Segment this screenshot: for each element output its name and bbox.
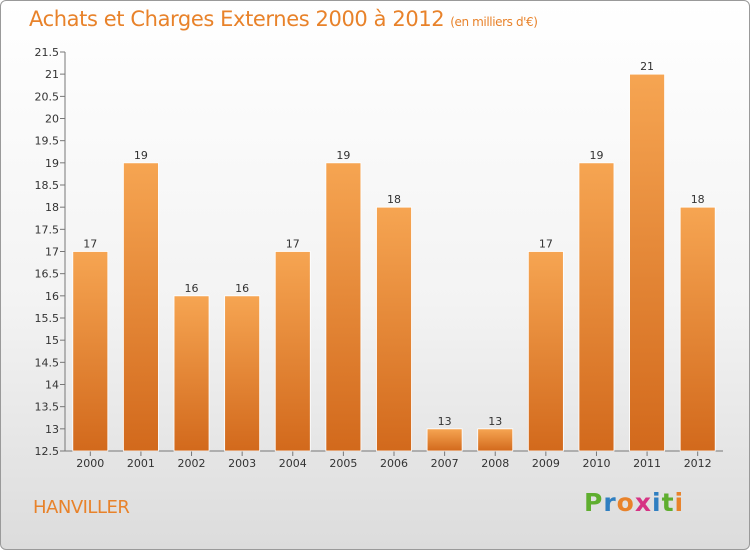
x-tick-label: 2002	[178, 457, 206, 470]
chart-axes: 12.5 13 13.5 14 14.5 15 15.5 16 16.5 17 17.5 18 18.5…	[35, 46, 723, 458]
y-tick-label: 18.5	[35, 179, 60, 192]
x-tick-label: 2005	[329, 457, 357, 470]
y-tick-label: 14	[45, 379, 59, 392]
proxiti-logo: Proxiti	[584, 488, 684, 517]
bar-value-label: 17	[83, 238, 97, 251]
logo-letter: o	[616, 488, 635, 517]
x-tick-label: 2012	[684, 457, 712, 470]
y-tick-label: 20	[45, 113, 59, 126]
chart-title-text: Achats et Charges Externes 2000 à 2012	[29, 7, 445, 31]
bar-value-label: 19	[134, 149, 148, 162]
bar-value-label: 16	[235, 282, 249, 295]
x-tick-label: 2000	[76, 457, 104, 470]
bar-value-label: 13	[438, 415, 452, 428]
bar	[376, 206, 412, 452]
x-tick-label: 2009	[532, 457, 560, 470]
x-tick-label: 2010	[582, 457, 610, 470]
logo-letter: t	[661, 488, 675, 517]
chart-labels: 17 2000 19 2001 16 2002 16 2003 17 2004 19 2005 18 20…	[76, 60, 711, 470]
bar	[426, 428, 463, 452]
bar-value-label: 17	[286, 238, 300, 251]
bar	[325, 162, 362, 452]
y-tick-label: 18	[45, 201, 59, 214]
y-tick-label: 17	[45, 246, 59, 259]
chart-title: Achats et Charges Externes 2000 à 2012 (e…	[29, 7, 538, 31]
bar	[173, 295, 210, 452]
x-tick-label: 2004	[279, 457, 307, 470]
x-tick-label: 2008	[481, 457, 509, 470]
logo-letter: r	[603, 488, 617, 517]
bar-value-label: 19	[589, 149, 603, 162]
bar-value-label: 13	[488, 415, 502, 428]
bar-value-label: 18	[387, 193, 401, 206]
bar-value-label: 17	[539, 238, 553, 251]
bar	[578, 162, 615, 452]
logo-letter: i	[652, 488, 662, 517]
y-tick-label: 21	[45, 68, 59, 81]
x-tick-label: 2003	[228, 457, 256, 470]
chart-subtitle: (en milliers d'€)	[450, 15, 538, 29]
bar	[123, 162, 159, 452]
y-tick-label: 15.5	[35, 312, 60, 325]
logo-letter: x	[634, 488, 652, 517]
y-tick-label: 12.5	[35, 445, 60, 458]
x-tick-label: 2006	[380, 457, 408, 470]
y-tick-label: 19	[45, 157, 59, 170]
logo-letter: P	[584, 488, 604, 517]
city-name: HANVILLER	[33, 497, 130, 518]
y-tick-label: 21.5	[35, 46, 60, 59]
bar	[527, 251, 564, 452]
bar	[679, 206, 716, 452]
bar	[72, 251, 109, 452]
logo-letter: i	[674, 488, 685, 517]
y-tick-label: 20.5	[35, 90, 60, 103]
bar	[274, 251, 311, 452]
y-tick-label: 13.5	[35, 401, 60, 414]
chart-bars	[72, 73, 716, 452]
x-tick-label: 2001	[127, 457, 155, 470]
bar-value-label: 16	[185, 282, 199, 295]
bar	[477, 428, 514, 452]
bar	[224, 295, 261, 452]
bar	[629, 73, 665, 452]
y-tick-label: 16.5	[35, 268, 60, 281]
x-tick-label: 2007	[431, 457, 459, 470]
y-tick-label: 17.5	[35, 223, 60, 236]
y-tick-label: 14.5	[35, 356, 60, 369]
bar-value-label: 19	[336, 149, 350, 162]
y-tick-label: 13	[45, 423, 59, 436]
bar-value-label: 18	[691, 193, 705, 206]
bar-value-label: 21	[640, 60, 654, 73]
y-tick-label: 16	[45, 290, 59, 303]
y-tick-label: 15	[45, 334, 59, 347]
y-tick-label: 19.5	[35, 135, 60, 148]
x-tick-label: 2011	[633, 457, 661, 470]
